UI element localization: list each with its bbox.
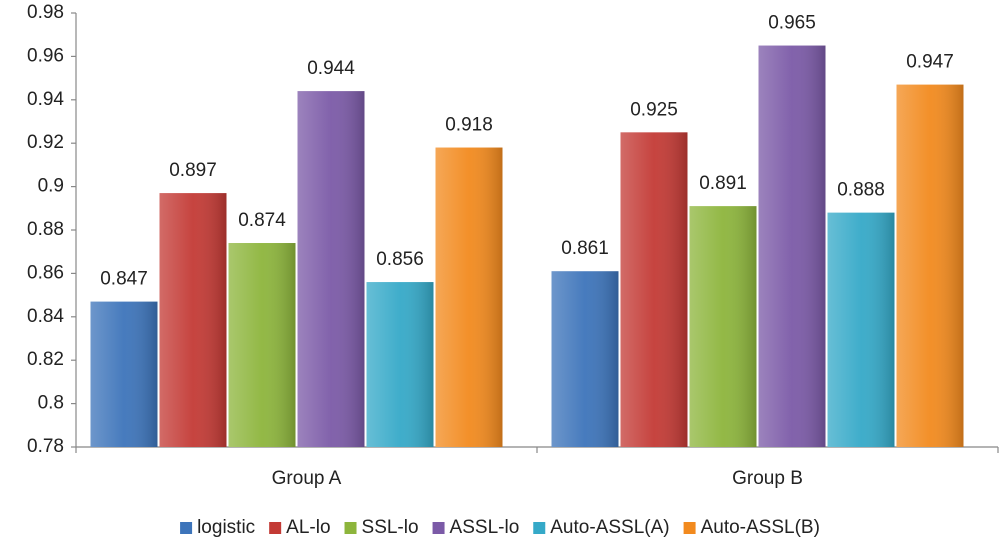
value-label: 0.965 [768,13,816,34]
legend-swatch [180,522,193,534]
legend-label: SSL-lo [362,517,419,538]
bar-shade [297,91,365,448]
y-tick-label: 0.86 [27,262,64,283]
value-label: 0.925 [630,99,678,120]
value-label: 0.861 [561,238,609,259]
value-label: 0.918 [445,115,493,136]
value-label: 0.944 [307,58,355,79]
value-label: 0.888 [837,180,885,201]
x-tick-label: Group A [272,468,342,489]
y-tick-label: 0.82 [27,349,64,370]
legend-label: Auto-ASSL(B) [701,517,820,538]
x-tick-label: Group B [732,468,803,489]
bar-shade [620,132,688,447]
y-tick-label: 0.84 [27,306,64,327]
legend: logistic AL-lo SSL-lo ASSL-lo Auto-ASSL(A) Au… [180,517,820,538]
value-label: 0.897 [169,160,217,181]
bar-shade [758,45,826,448]
y-tick-label: 0.88 [27,219,64,240]
y-tick-label: 0.92 [27,132,64,153]
legend-label: Auto-ASSL(A) [550,517,669,538]
y-tick-label: 0.98 [27,2,64,23]
bar-shade [551,271,619,447]
bar-shade [827,212,895,447]
bar-shade [689,206,757,447]
y-tick-label: 0.78 [27,436,64,457]
legend-label: ASSL-lo [450,517,520,538]
value-label: 0.847 [100,269,148,290]
bar-shade [435,147,503,448]
y-tick-label: 0.8 [38,393,64,414]
legend-swatch [269,522,282,534]
value-label: 0.874 [238,210,286,231]
bar-shade [90,301,158,447]
legend-label: AL-lo [286,517,330,538]
bar-shade [896,84,964,448]
legend-swatch [683,522,696,534]
bar-shade [228,243,296,447]
bar-shade [159,193,227,447]
value-label: 0.856 [376,249,424,270]
bar-shade [366,282,434,447]
legend-swatch [344,522,357,534]
legend-label: logistic [197,517,255,538]
value-label: 0.947 [906,52,954,73]
y-tick-label: 0.9 [38,176,64,197]
y-tick-label: 0.96 [27,45,64,66]
legend-swatch [432,522,445,534]
legend-swatch [533,522,546,534]
y-tick-label: 0.94 [27,89,64,110]
value-label: 0.891 [699,173,747,194]
